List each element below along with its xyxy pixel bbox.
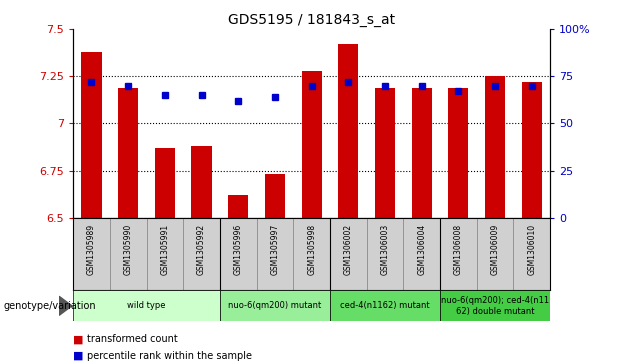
Text: GSM1305996: GSM1305996 (234, 224, 243, 275)
Text: wild type: wild type (127, 301, 166, 310)
Bar (411, 87, 432, 218)
Text: percentile rank within the sample: percentile rank within the sample (87, 351, 252, 361)
Bar (330, 290, 440, 321)
Bar (367, 218, 403, 290)
Bar (81, 52, 102, 218)
Text: GSM1306004: GSM1306004 (417, 224, 426, 275)
Bar (146, 218, 183, 290)
Text: genotype/variation: genotype/variation (3, 301, 96, 311)
Text: GSM1305990: GSM1305990 (123, 224, 133, 275)
Bar (73, 218, 110, 290)
Bar (477, 218, 513, 290)
Bar (513, 218, 550, 290)
Text: GSM1306008: GSM1306008 (454, 224, 463, 275)
Text: GSM1306010: GSM1306010 (527, 224, 536, 275)
Bar (448, 87, 469, 218)
Text: ■: ■ (73, 334, 84, 344)
Bar (183, 218, 220, 290)
Bar (375, 87, 395, 218)
Bar (440, 290, 550, 321)
Text: GSM1306002: GSM1306002 (344, 224, 353, 275)
Bar (338, 44, 359, 218)
Bar (118, 87, 138, 218)
Text: nuo-6(qm200) mutant: nuo-6(qm200) mutant (228, 301, 322, 310)
Bar (256, 218, 293, 290)
Bar (522, 82, 542, 218)
Text: GSM1306009: GSM1306009 (490, 224, 500, 275)
Text: GSM1305989: GSM1305989 (87, 224, 96, 275)
Bar (110, 218, 146, 290)
Bar (330, 218, 367, 290)
Bar (485, 76, 505, 218)
Bar (220, 218, 256, 290)
Polygon shape (59, 296, 72, 315)
Bar (191, 146, 212, 218)
Text: ced-4(n1162) mutant: ced-4(n1162) mutant (340, 301, 430, 310)
Bar (265, 174, 285, 218)
Text: GSM1305992: GSM1305992 (197, 224, 206, 275)
Text: GSM1305991: GSM1305991 (160, 224, 169, 275)
Text: GSM1305997: GSM1305997 (270, 224, 279, 275)
Text: GSM1305998: GSM1305998 (307, 224, 316, 275)
Bar (440, 218, 477, 290)
Bar (403, 218, 440, 290)
Title: GDS5195 / 181843_s_at: GDS5195 / 181843_s_at (228, 13, 395, 26)
Text: ■: ■ (73, 351, 84, 361)
Text: nuo-6(qm200); ced-4(n11
62) double mutant: nuo-6(qm200); ced-4(n11 62) double mutan… (441, 296, 549, 315)
Bar (301, 70, 322, 218)
Bar (228, 195, 248, 218)
Bar (220, 290, 330, 321)
Text: GSM1306003: GSM1306003 (380, 224, 389, 275)
Bar (155, 148, 175, 218)
Bar (73, 290, 220, 321)
Bar (293, 218, 330, 290)
Text: transformed count: transformed count (87, 334, 178, 344)
